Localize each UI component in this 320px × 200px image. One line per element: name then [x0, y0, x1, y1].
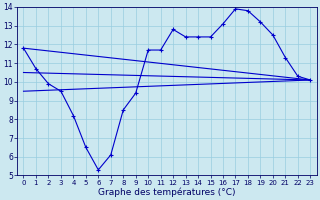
X-axis label: Graphe des températures (°C): Graphe des températures (°C)	[98, 187, 236, 197]
